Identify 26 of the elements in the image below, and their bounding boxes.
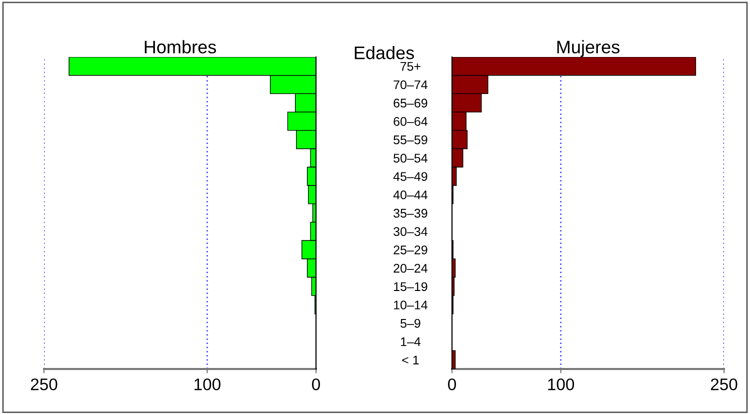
x-tick-label: 0 xyxy=(312,378,320,390)
y-tick-label: 55–59 xyxy=(394,135,428,144)
y-tick-label: 20–24 xyxy=(394,264,428,273)
y-tick-label: 1–4 xyxy=(400,337,421,346)
y-tick-label: 5–9 xyxy=(400,318,420,328)
y-tick-label: < 1 xyxy=(402,356,419,364)
chart-title: Hombres xyxy=(144,40,216,54)
chart-title: Mujeres xyxy=(557,40,620,57)
y-tick-label: 45–49 xyxy=(393,172,428,181)
y-tick-label: 40–44 xyxy=(393,190,428,200)
x-tick-label: 250 xyxy=(30,378,58,390)
y-tick-label: 75+ xyxy=(400,62,420,71)
x-tick-label: 100 xyxy=(194,378,220,390)
y-tick-label: 50–54 xyxy=(394,154,428,163)
x-tick-label: 0 xyxy=(448,378,456,390)
y-tick-label: 10–14 xyxy=(394,300,428,310)
y-axis-title: Edades xyxy=(354,46,414,60)
y-tick-label: 30–34 xyxy=(394,227,428,236)
x-tick-label: 250 xyxy=(710,378,738,390)
x-tick-label: 100 xyxy=(548,378,574,390)
y-tick-label: 70–74 xyxy=(394,80,428,90)
y-tick-label: 25–29 xyxy=(394,246,428,254)
y-tick-label: 35–39 xyxy=(394,208,428,218)
y-tick-label: 15–19 xyxy=(394,282,428,292)
y-tick-label: 65–69 xyxy=(394,98,428,108)
y-tick-label: 60–64 xyxy=(394,117,428,126)
